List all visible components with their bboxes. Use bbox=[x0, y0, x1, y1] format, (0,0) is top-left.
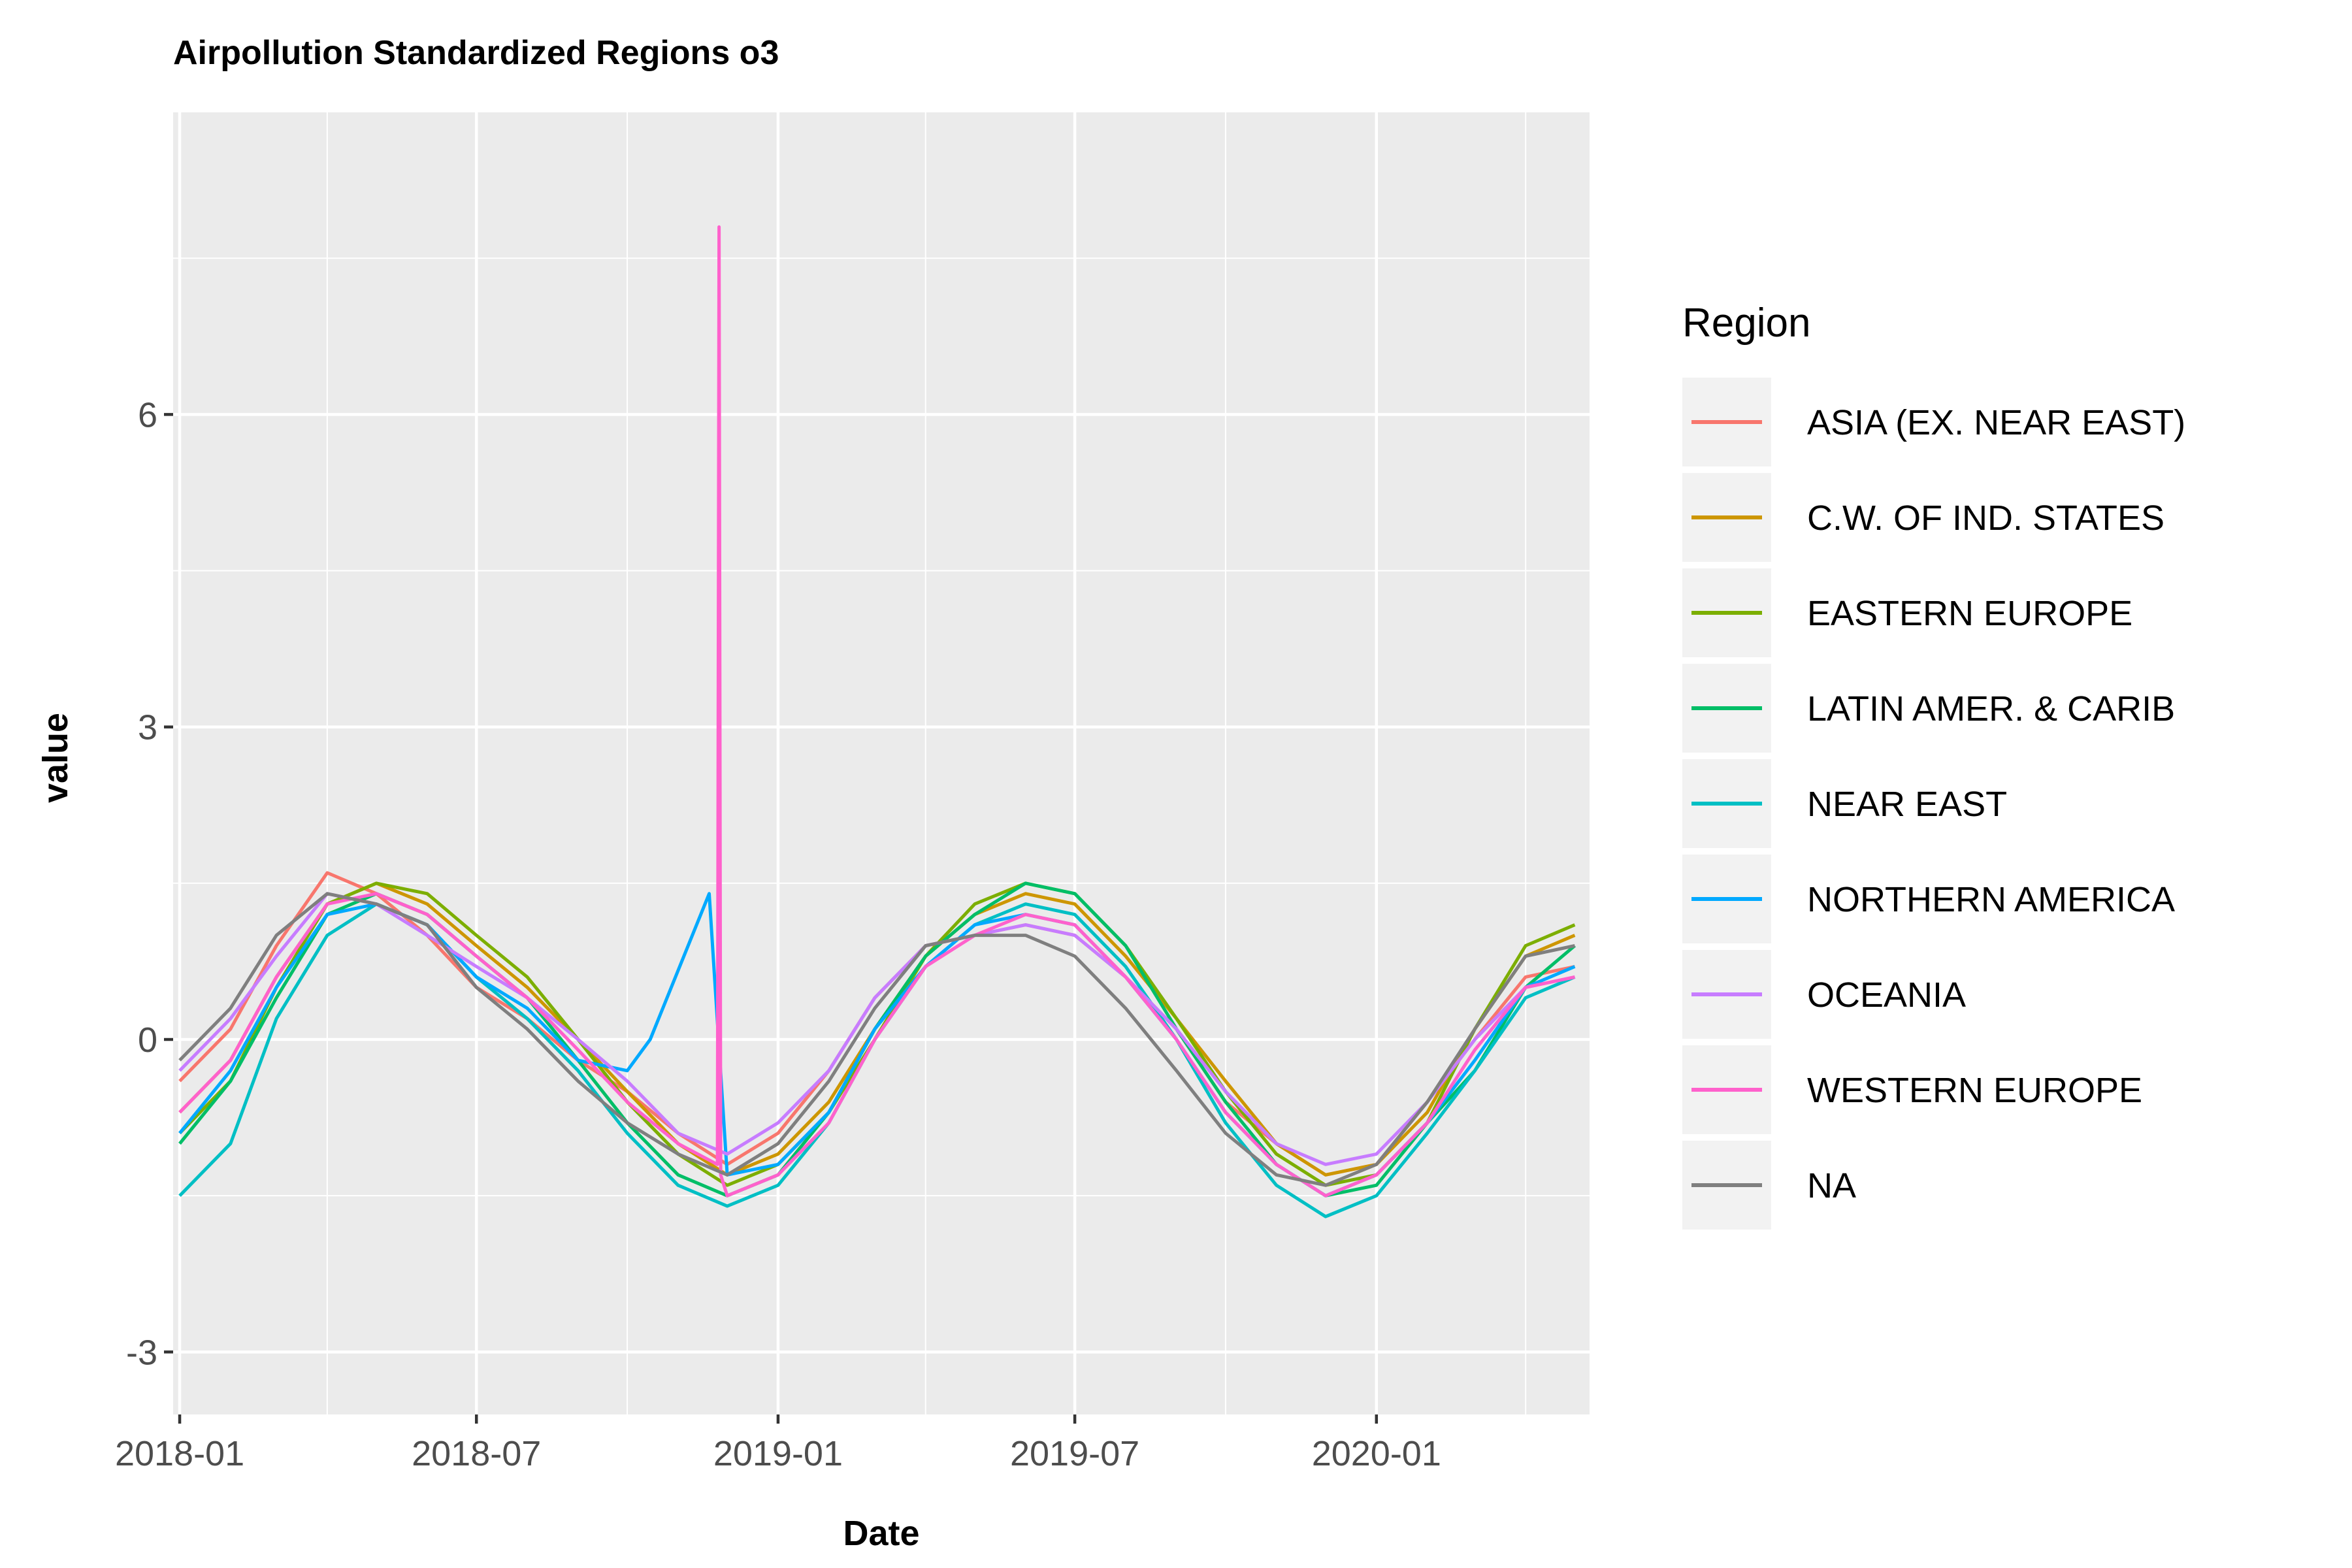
series-line-oceania bbox=[178, 892, 1575, 1166]
legend-items: ASIA (EX. NEAR EAST) C.W. OF IND. STATES E… bbox=[1682, 378, 2185, 1230]
x-tick-label: 2020-01 bbox=[1312, 1434, 1441, 1473]
x-tick-label: 2019-01 bbox=[713, 1434, 843, 1473]
axes: -3 0 3 6 2018-01 2018-07 2019-01 2019-07 2020-01 bbox=[115, 395, 1441, 1473]
y-tick-label: 6 bbox=[138, 395, 157, 434]
legend-label: ASIA (EX. NEAR EAST) bbox=[1807, 403, 2185, 442]
legend-item: OCEANIA bbox=[1682, 950, 1966, 1039]
legend-label: LATIN AMER. & CARIB bbox=[1807, 689, 2175, 728]
legend-title: Region bbox=[1682, 301, 1810, 346]
series-line-na bbox=[178, 892, 1575, 1187]
x-tick-label: 2018-01 bbox=[115, 1434, 244, 1473]
legend-item: ASIA (EX. NEAR EAST) bbox=[1682, 378, 2185, 466]
legend-item: EASTERN EUROPE bbox=[1682, 568, 2132, 657]
legend-item: NEAR EAST bbox=[1682, 759, 2007, 848]
legend-label: NA bbox=[1807, 1166, 1856, 1205]
x-tick-label: 2019-07 bbox=[1010, 1434, 1139, 1473]
y-tick-label: -3 bbox=[126, 1333, 157, 1372]
y-tick-label: 3 bbox=[138, 708, 157, 747]
x-tick-label: 2018-07 bbox=[412, 1434, 541, 1473]
y-axis-title: value bbox=[36, 713, 75, 803]
chart-title: Airpollution Standardized Regions o3 bbox=[173, 34, 779, 72]
legend-label: NEAR EAST bbox=[1807, 785, 2007, 824]
legend: Region ASIA (EX. NEAR EAST) C.W. OF IND. … bbox=[1682, 301, 2185, 1230]
series-line-western-europe bbox=[178, 225, 1575, 1198]
legend-label: C.W. OF IND. STATES bbox=[1807, 498, 2164, 538]
legend-label: OCEANIA bbox=[1807, 975, 1966, 1015]
legend-item: LATIN AMER. & CARIB bbox=[1682, 664, 2175, 753]
legend-label: EASTERN EUROPE bbox=[1807, 594, 2132, 633]
legend-item: C.W. OF IND. STATES bbox=[1682, 473, 2164, 562]
legend-label: WESTERN EUROPE bbox=[1807, 1071, 2142, 1110]
x-axis-title: Date bbox=[843, 1514, 919, 1553]
legend-item: NORTHERN AMERICA bbox=[1682, 855, 2175, 943]
legend-item: WESTERN EUROPE bbox=[1682, 1045, 2142, 1134]
series-lines bbox=[178, 225, 1576, 1218]
legend-label: NORTHERN AMERICA bbox=[1807, 880, 2175, 919]
plot-panel bbox=[173, 112, 1590, 1414]
legend-item: NA bbox=[1682, 1141, 1856, 1230]
y-tick-label: 0 bbox=[138, 1021, 157, 1060]
panel-background bbox=[173, 112, 1590, 1414]
